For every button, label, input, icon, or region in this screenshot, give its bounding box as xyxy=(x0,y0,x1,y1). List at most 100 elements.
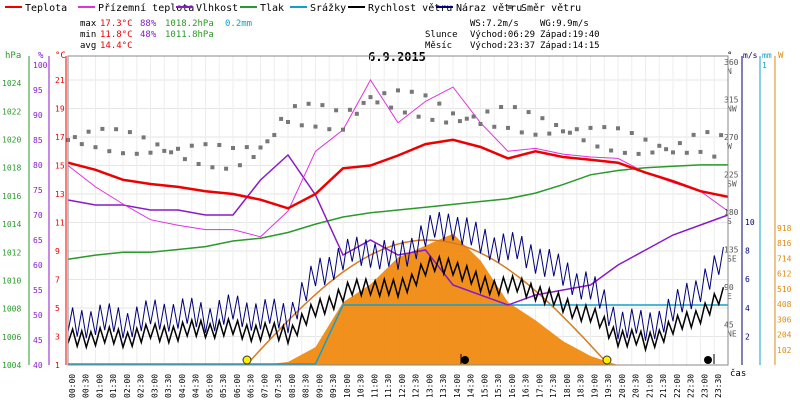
sun-label: Slunce xyxy=(425,30,458,40)
solar-tick-label: 612 xyxy=(777,270,792,279)
wind-direction-point xyxy=(361,100,366,105)
x-tick-label: 13:00 xyxy=(425,374,434,398)
wind-direction-point xyxy=(512,105,517,110)
pressure-tick-label: 1020 xyxy=(2,136,21,145)
wind-direction-point xyxy=(437,101,442,106)
wind-direction-point xyxy=(561,129,565,134)
stats-max-label: max xyxy=(80,19,97,29)
wind-direction-point xyxy=(306,101,311,106)
wind-direction-point xyxy=(609,148,614,153)
stats-block: max 17.3°C 88% 1018.2hPa 0.2mm min 11.8°… xyxy=(80,19,252,51)
x-tick-label: 04:00 xyxy=(178,374,187,398)
x-tick-label: 08:00 xyxy=(288,374,297,398)
x-tick-label: 17:30 xyxy=(549,374,558,398)
series-lines xyxy=(67,79,729,365)
wind-dir-deg-label: 90 xyxy=(724,283,734,292)
axis-unit-pressure: hPa xyxy=(5,51,21,61)
wind-direction-point xyxy=(217,143,222,147)
x-tick-label: 19:30 xyxy=(604,374,613,398)
wind-direction-point xyxy=(492,124,497,129)
wind-direction-point xyxy=(134,151,139,156)
wind-dir-name-label: S xyxy=(727,217,732,226)
wind-direction-point xyxy=(334,108,339,113)
sun-set: Západ:19:40 xyxy=(540,30,600,40)
wind-direction-point xyxy=(237,163,242,168)
wind-direction-point xyxy=(567,130,572,135)
x-tick-label: 08:30 xyxy=(302,374,311,398)
sunset-marker xyxy=(602,355,612,365)
series-line-pressure xyxy=(67,164,728,261)
series-line-humidity xyxy=(67,153,729,306)
wind-direction-point xyxy=(375,100,380,105)
solar-tick-label: 816 xyxy=(777,239,792,248)
wind-direction-point xyxy=(162,148,167,153)
series-line-temperature xyxy=(67,138,729,210)
solar-tick-label: 408 xyxy=(777,300,792,309)
x-tick-label: 14:30 xyxy=(467,374,476,398)
wind-direction-point xyxy=(286,120,290,124)
stats-min-hum: 48% xyxy=(140,30,157,40)
humidity-tick-label: 80 xyxy=(33,161,43,170)
x-tick-label: 03:30 xyxy=(164,374,173,398)
wind-direction-point xyxy=(279,116,284,121)
wind-direction-point xyxy=(203,142,208,147)
x-axis-ticks: 00:00 00:30 01:00 01:30 02:00 02:30 03:00 03:30… xyxy=(68,374,723,398)
temperature-tick-label: 17 xyxy=(55,133,65,142)
pressure-tick-label: 1004 xyxy=(2,361,21,370)
wind-direction-point xyxy=(554,123,559,127)
wind-direction-point xyxy=(457,119,462,124)
temperature-tick-label: 3 xyxy=(55,333,60,342)
series-line-ground-temperature xyxy=(67,79,729,238)
x-tick-label: 10:00 xyxy=(343,374,352,398)
wind-speed-tick-label: 6 xyxy=(745,275,750,284)
wind-direction-point xyxy=(189,143,194,148)
wind-direction-point xyxy=(231,146,235,150)
pressure-tick-label: 1010 xyxy=(2,276,21,285)
stats-max-hum: 88% xyxy=(140,19,157,29)
plot-frame xyxy=(67,55,729,366)
humidity-tick-label: 65 xyxy=(33,236,43,245)
wind-direction-point xyxy=(93,145,98,150)
temperature-tick-label: 1 xyxy=(55,361,60,370)
wind-direction-point xyxy=(72,135,77,140)
wind-direction-point xyxy=(636,151,641,156)
x-tick-label: 09:00 xyxy=(315,374,324,398)
wind-direction-point xyxy=(464,116,469,121)
wind-direction-point xyxy=(272,133,277,137)
legend-humidity: Vlhkost xyxy=(196,3,238,14)
x-tick-label: 18:00 xyxy=(563,374,572,398)
wind-dir-deg-label: 135 xyxy=(724,246,739,255)
wind-direction-point xyxy=(299,123,304,128)
wind-direction-point xyxy=(292,104,297,109)
wind-direction-point xyxy=(141,135,146,140)
x-tick-label: 13:30 xyxy=(439,374,448,398)
wind-direction-point xyxy=(519,130,524,135)
x-tick-label: 23:30 xyxy=(714,374,723,398)
temperature-tick-label: 15 xyxy=(55,162,65,171)
wind-direction-point xyxy=(533,132,538,137)
wind-speed-tick-label: 2 xyxy=(745,332,750,341)
wind-direction-point xyxy=(719,133,724,138)
solar-tick-label: 204 xyxy=(777,331,792,340)
wind-direction-point xyxy=(127,130,132,135)
wind-direction-point xyxy=(265,139,270,144)
wind-direction-point xyxy=(176,146,180,151)
legend-pressure: Tlak xyxy=(260,3,284,14)
wind-direction-point xyxy=(540,116,545,121)
wind-direction-point xyxy=(341,127,345,132)
moon-label: Měsíc xyxy=(425,41,452,51)
wind-direction-point xyxy=(79,142,84,147)
sun-moon-info: WS:7.2m/s WG:9.9m/s Slunce Východ:06:29 … xyxy=(425,19,600,51)
x-tick-label: 20:30 xyxy=(632,374,641,398)
axis-unit-temperature: °C xyxy=(55,51,66,61)
wind-dir-name-label: E xyxy=(727,292,732,301)
axis-unit-rain: mm xyxy=(762,51,772,60)
x-tick-label: 10:30 xyxy=(357,374,366,398)
moonset-marker xyxy=(461,356,469,364)
axis-unit-wind-dir: ° xyxy=(727,51,732,61)
stats-max-press: 1018.2hPa xyxy=(165,19,214,29)
stats-max-rain: 0.2mm xyxy=(225,19,252,29)
x-axis-label: čas xyxy=(730,368,746,379)
wind-direction-point xyxy=(251,155,256,159)
wind-direction-point xyxy=(327,127,332,132)
